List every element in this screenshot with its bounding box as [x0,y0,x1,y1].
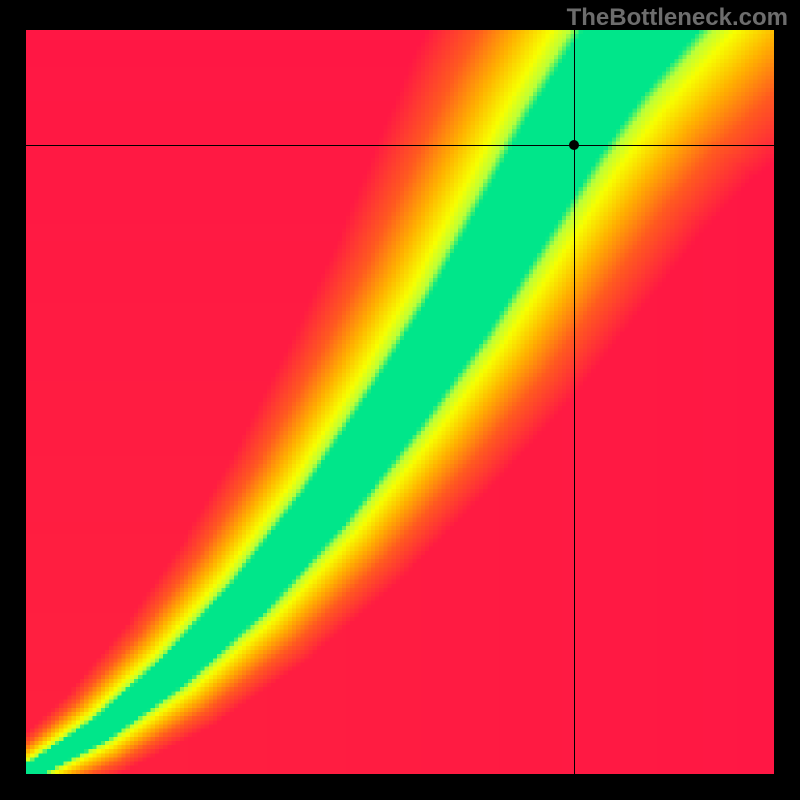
heatmap-canvas [26,30,774,774]
heatmap-plot [26,30,774,774]
crosshair-horizontal [26,145,774,146]
watermark-text: TheBottleneck.com [567,4,788,32]
crosshair-dot [569,140,579,150]
